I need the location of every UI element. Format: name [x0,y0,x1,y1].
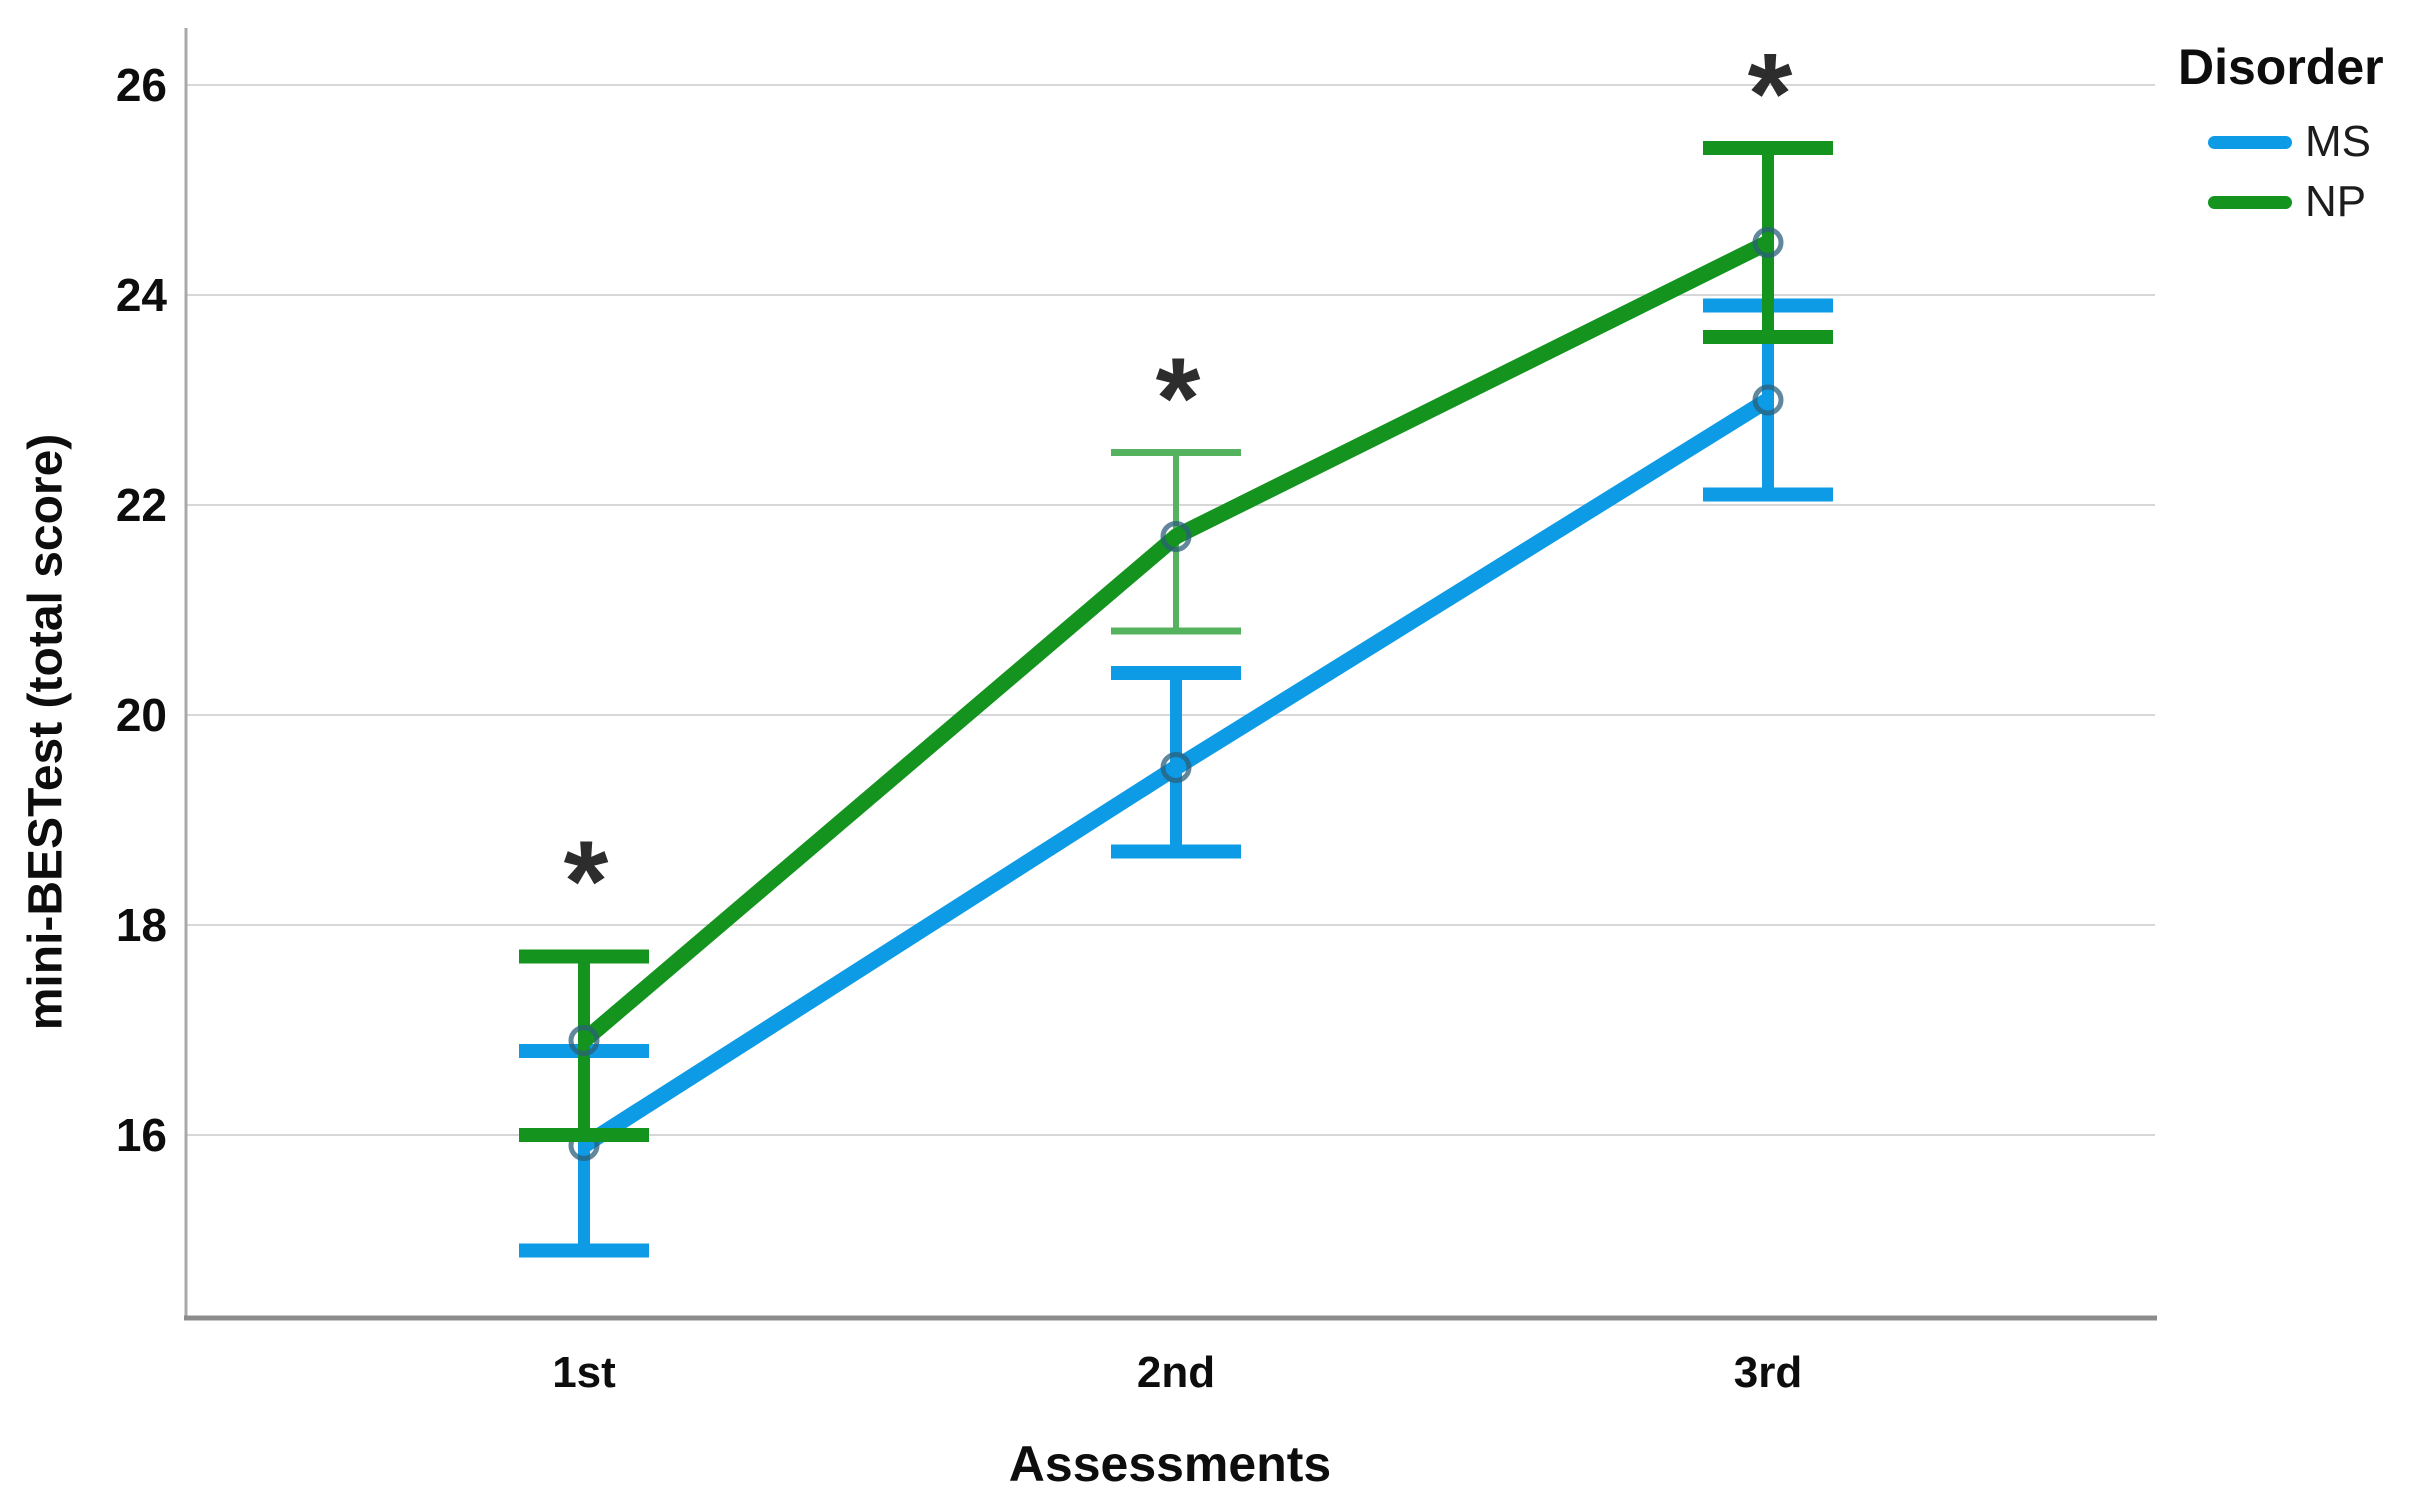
legend-title: Disorder [2178,39,2384,95]
y-axis-title: mini-BESTest (total score) [19,433,73,1031]
marker-NP-1st [568,1025,600,1056]
x-tick-label-2nd: 2nd [1137,1348,1215,1397]
marker-MS-3rd [1752,384,1784,416]
x-tick-label-1st: 1st [552,1348,616,1397]
y-tick-label-20: 20 [116,689,167,741]
legend-label-NP: NP [2305,177,2367,226]
x-tick-label-3rd: 3rd [1734,1348,1802,1397]
y-tick-label-24: 24 [116,269,168,321]
legend-item-MS: MS [2178,120,2384,164]
legend-swatch-NP [2208,195,2292,209]
y-tick-label-22: 22 [116,479,167,531]
series-line-MS [579,393,1773,1153]
x-axis-title: Assessments [1008,1436,1332,1492]
legend-label-MS: MS [2305,117,2371,166]
legend-items: MS NP [2178,120,2384,224]
legend: Disorder MS NP [2178,38,2384,224]
legend-swatch-MS [2208,135,2292,149]
significance-asterisk-3rd: * [1748,31,1793,159]
y-tick-label-26: 26 [116,59,167,111]
series-line-NP [578,235,1772,1047]
y-tick-label-18: 18 [116,899,167,951]
y-tick-label-16: 16 [116,1109,167,1161]
significance-asterisk-1st: * [564,818,609,946]
marker-NP-2nd [1160,521,1192,552]
marker-MS-2nd [1160,752,1192,783]
legend-item-NP: NP [2178,180,2384,224]
significance-asterisk-2nd: * [1156,335,1201,463]
marker-NP-3rd [1752,227,1784,258]
